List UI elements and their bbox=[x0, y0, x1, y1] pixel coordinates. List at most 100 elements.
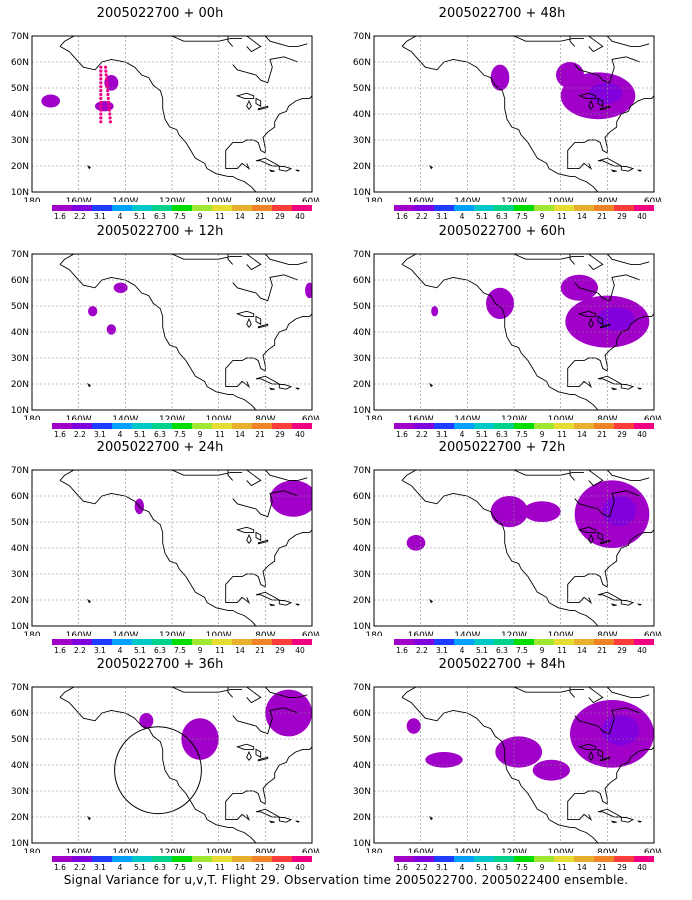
coastline bbox=[59, 46, 257, 192]
colorbar-swatch bbox=[494, 423, 514, 429]
colorbar-swatch bbox=[574, 205, 594, 211]
colorbar-swatch bbox=[252, 205, 272, 211]
colorbar-label: 1.6 bbox=[396, 863, 408, 872]
colorbar-label: 4 bbox=[460, 212, 465, 221]
coastline bbox=[401, 687, 417, 698]
track-dot bbox=[104, 77, 109, 81]
colorbar-swatch bbox=[514, 423, 534, 429]
colorbar-swatch bbox=[272, 639, 292, 645]
panel-title: 2005022700 + 84h bbox=[438, 657, 566, 672]
coastline bbox=[227, 254, 234, 265]
coastline bbox=[171, 687, 242, 693]
colorbar: 1.6 2.2 3.1 4 5.1 6.3 7.5 9 11 14 21 29 40 bbox=[52, 856, 312, 872]
track-dot bbox=[106, 92, 110, 97]
colorbar-label: 7.5 bbox=[516, 212, 528, 221]
island-outline bbox=[268, 603, 275, 607]
lake-outline bbox=[246, 533, 252, 545]
track-dot bbox=[99, 73, 103, 77]
colorbar-label: 40 bbox=[295, 430, 305, 439]
lon-tick-label: 100W bbox=[206, 415, 232, 420]
lon-tick-label: 160W bbox=[408, 415, 434, 420]
colorbar-label: 9 bbox=[540, 212, 545, 221]
lake-outline bbox=[577, 526, 597, 533]
lat-tick-label: 70N bbox=[353, 466, 371, 476]
lon-tick-label: 180 bbox=[365, 848, 382, 853]
coastline bbox=[246, 687, 262, 704]
colorbar-swatch bbox=[414, 423, 434, 429]
colorbar-label: 14 bbox=[235, 430, 245, 439]
lat-tick-label: 20N bbox=[11, 813, 29, 823]
colorbar-label: 29 bbox=[617, 430, 627, 439]
lat-tick-label: 30N bbox=[11, 136, 29, 146]
lat-tick-label: 30N bbox=[353, 136, 371, 146]
coastline bbox=[513, 254, 584, 260]
colorbar-label: 4 bbox=[460, 646, 465, 655]
colorbar-label: 2.2 bbox=[416, 212, 428, 221]
coastline bbox=[513, 687, 584, 693]
colorbar-swatch bbox=[394, 423, 414, 429]
colorbar-swatch bbox=[292, 423, 312, 429]
colorbar-label: 11 bbox=[215, 863, 225, 872]
track-dot bbox=[99, 96, 103, 100]
lat-tick-label: 70N bbox=[11, 683, 29, 693]
track-dot bbox=[107, 108, 111, 112]
colorbar-label: 1.6 bbox=[396, 212, 408, 221]
track-dot bbox=[99, 85, 103, 89]
colorbar-label: 14 bbox=[235, 212, 245, 221]
colorbar-swatch bbox=[272, 423, 292, 429]
lat-tick-label: 30N bbox=[353, 787, 371, 797]
colorbar: 1.6 2.2 3.1 4 5.1 6.3 7.5 9 11 14 21 29 40 bbox=[52, 423, 312, 439]
colorbar-swatch bbox=[112, 423, 132, 429]
colorbar-label: 7.5 bbox=[516, 430, 528, 439]
colorbar-swatch bbox=[574, 423, 594, 429]
colorbar-label: 6.3 bbox=[496, 430, 508, 439]
coastline bbox=[401, 470, 417, 481]
lon-tick-label: 120W bbox=[159, 631, 185, 636]
island-outline bbox=[429, 382, 433, 388]
colorbar-swatch bbox=[594, 423, 614, 429]
colorbar-label: 29 bbox=[617, 212, 627, 221]
lake-outline bbox=[235, 526, 255, 533]
colorbar-label: 2.2 bbox=[416, 430, 428, 439]
lon-tick-label: 60W bbox=[644, 197, 662, 202]
lat-tick-label: 60N bbox=[11, 58, 29, 68]
lat-tick-label: 20N bbox=[11, 162, 29, 172]
lon-tick-label: 160W bbox=[408, 631, 434, 636]
lat-tick-label: 20N bbox=[353, 596, 371, 606]
lon-tick-label: 80W bbox=[597, 848, 617, 853]
lake-outline bbox=[588, 317, 594, 329]
lon-tick-label: 120W bbox=[501, 197, 527, 202]
lat-tick-label: 50N bbox=[353, 302, 371, 312]
lon-tick-label: 60W bbox=[302, 415, 320, 420]
lat-tick-label: 30N bbox=[11, 570, 29, 580]
lon-tick-label: 180 bbox=[365, 415, 382, 420]
plot-frame bbox=[373, 35, 655, 193]
lon-tick-label: 180 bbox=[365, 197, 382, 202]
lat-tick-label: 50N bbox=[353, 735, 371, 745]
island-outline bbox=[295, 603, 300, 606]
lat-tick-label: 50N bbox=[353, 518, 371, 528]
observation-circle bbox=[114, 726, 202, 815]
variance-region bbox=[602, 495, 637, 527]
track-dot bbox=[99, 89, 103, 93]
lake-outline bbox=[246, 317, 252, 329]
colorbar-label: 5.1 bbox=[476, 646, 488, 655]
colorbar-label: 14 bbox=[235, 646, 245, 655]
colorbar-swatch bbox=[554, 423, 574, 429]
colorbar-label: 11 bbox=[557, 212, 567, 221]
colorbar-label: 3.1 bbox=[94, 646, 106, 655]
lat-tick-label: 10N bbox=[11, 839, 29, 849]
island-outline bbox=[87, 164, 91, 170]
colorbar-label: 11 bbox=[215, 430, 225, 439]
lon-tick-label: 160W bbox=[66, 415, 92, 420]
lat-tick-label: 20N bbox=[353, 813, 371, 823]
lon-tick-label: 140W bbox=[112, 631, 138, 636]
colorbar-swatch bbox=[52, 205, 72, 211]
coastline bbox=[59, 36, 75, 47]
colorbar-label: 14 bbox=[577, 646, 587, 655]
coastline bbox=[513, 36, 584, 42]
colorbar-label: 14 bbox=[577, 212, 587, 221]
colorbar-swatch bbox=[192, 423, 212, 429]
